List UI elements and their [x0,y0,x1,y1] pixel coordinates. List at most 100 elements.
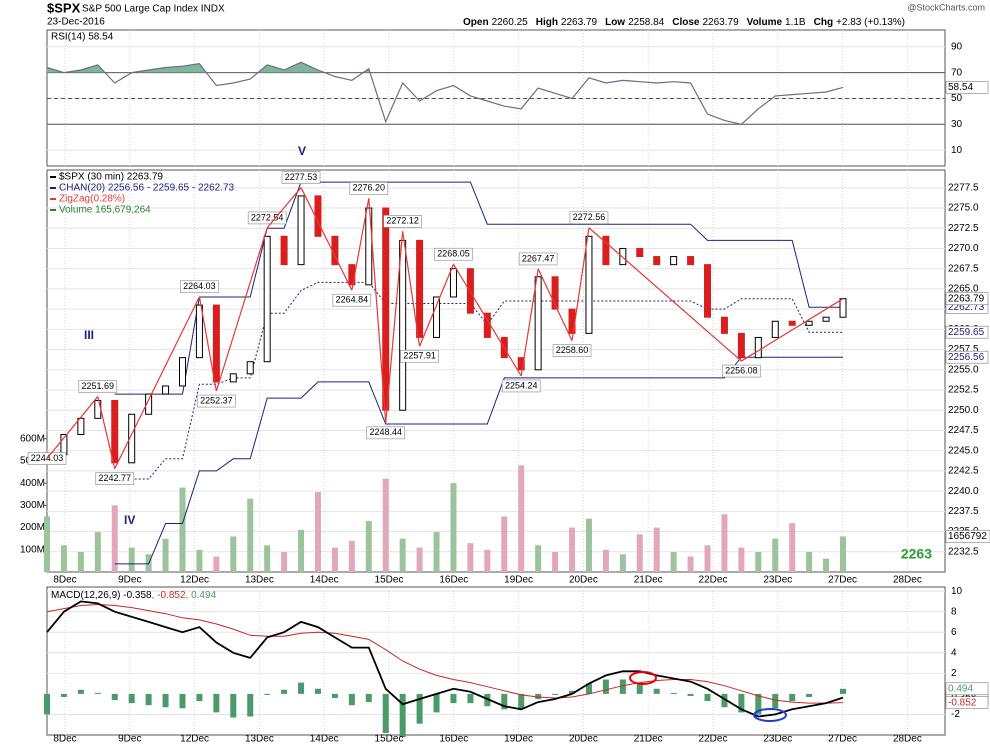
volume-bar [552,552,559,572]
histogram-bar [213,693,220,713]
x-tick-label: 23Dec [763,734,792,744]
y-tick-label: 30 [951,119,963,130]
volume-bar [331,547,338,572]
x-tick-label: 12Dec [180,734,209,744]
y-tick-label: 2 [951,668,957,679]
x-tick-label: 21Dec [634,734,663,744]
zigzag-label: 2257.91 [403,351,436,361]
zigzag-label-box [569,211,609,225]
zigzag-segment [215,227,268,392]
zigzag-label-box [349,182,389,195]
candle [195,304,203,359]
histogram-bar [552,693,559,695]
zigzag-label-box [281,171,321,184]
candle [229,373,237,383]
histogram-bar [518,693,525,709]
panel-title: RSI(14) 58.54 [51,32,114,43]
y-tick-label: 2232.5 [948,546,979,557]
y-tick-label: 2247.5 [948,425,979,436]
candle [178,357,186,387]
histogram-bar [77,689,84,694]
y2-tick-label: 600M [20,433,45,444]
zigzag-label: 2272.54 [251,212,284,222]
histogram-bar [721,693,728,708]
zigzag-label: 2252.37 [200,395,233,405]
y-tick-label: 2257.5 [948,344,979,355]
y-tick-label: 2277.5 [948,182,979,193]
volume-bar [77,552,84,572]
volume-bar [179,487,186,572]
x-tick-label: 15Dec [375,734,404,744]
quote-value: 2260.25 [492,17,529,28]
histogram-bar [399,693,406,738]
zigzag-label: 2268.05 [437,249,470,259]
zigzag-label-box [434,247,473,261]
histogram-bar [585,683,592,694]
candle [534,276,542,371]
legend-entry: , -0.852 [152,590,186,601]
y-tick-label: 2275.0 [948,203,979,214]
volume-tag-label: 1656792 [948,531,987,542]
histogram-bar [501,693,508,710]
volume-bar [450,483,457,572]
candle [263,235,271,363]
x-tick-label: 23Dec [763,575,792,586]
value-tag-label: 2256.56 [948,352,985,363]
zigzag-label: 2248.44 [369,427,402,437]
x-tick-label: 8Dec [53,734,76,744]
candle [585,235,593,334]
y-tick-label: 6 [951,627,957,638]
zigzag-label-box [95,472,135,486]
candle [314,195,322,237]
zigzag-label-box [400,349,439,363]
candle [212,304,220,383]
volume-bar [433,532,440,572]
value-tag [945,81,989,94]
volume-bar [501,516,508,572]
volume-bar [416,547,423,572]
histogram-bar [162,693,169,708]
histogram-bar [416,693,423,724]
histogram-bar [840,688,846,694]
value-tag-label: 0.494 [948,683,973,694]
volume-bar [636,534,643,572]
volume-bar [569,527,576,572]
x-tick-label: 15Dec [375,575,404,586]
candle [551,276,559,310]
candle [77,417,85,435]
histogram-bar [196,693,203,702]
wave-label: III [84,328,94,342]
zigzag-label-box [518,252,558,266]
zigzag-label: 2272.12 [386,216,419,226]
histogram-bar [60,693,67,697]
channel-middle [114,281,843,480]
volume-bar [518,465,525,572]
legend-entry: Volume 165,679,264 [59,205,151,216]
histogram-bar [365,693,372,703]
volume-bar [789,523,796,572]
candle [517,357,525,371]
zigzag-label: 2276.20 [353,183,386,193]
volume-bar [365,520,372,572]
value-tag [945,696,989,709]
legend-entry: MACD(12,26,9) -0.358 [51,590,152,601]
histogram-bar [619,679,626,694]
candle [162,385,170,395]
zigzag-segment [419,264,455,347]
histogram-bar [670,692,677,694]
x-tick-label: 8Dec [53,575,76,586]
y-tick-label: 50 [951,93,963,104]
histogram-bar [687,693,694,696]
volume-bar [213,556,220,572]
zigzag-segment [46,396,99,459]
zigzag-label: 2256.08 [725,365,758,375]
histogram-bar [230,693,237,718]
zigzag-label-box [722,364,761,378]
zigzag-segment [571,227,590,341]
volume-bar [247,498,254,572]
volume-bar [281,552,288,572]
volume-bar [806,552,813,572]
x-tick-label: 21Dec [634,575,663,586]
quote-label: High [536,17,558,28]
histogram-bar [314,688,321,694]
